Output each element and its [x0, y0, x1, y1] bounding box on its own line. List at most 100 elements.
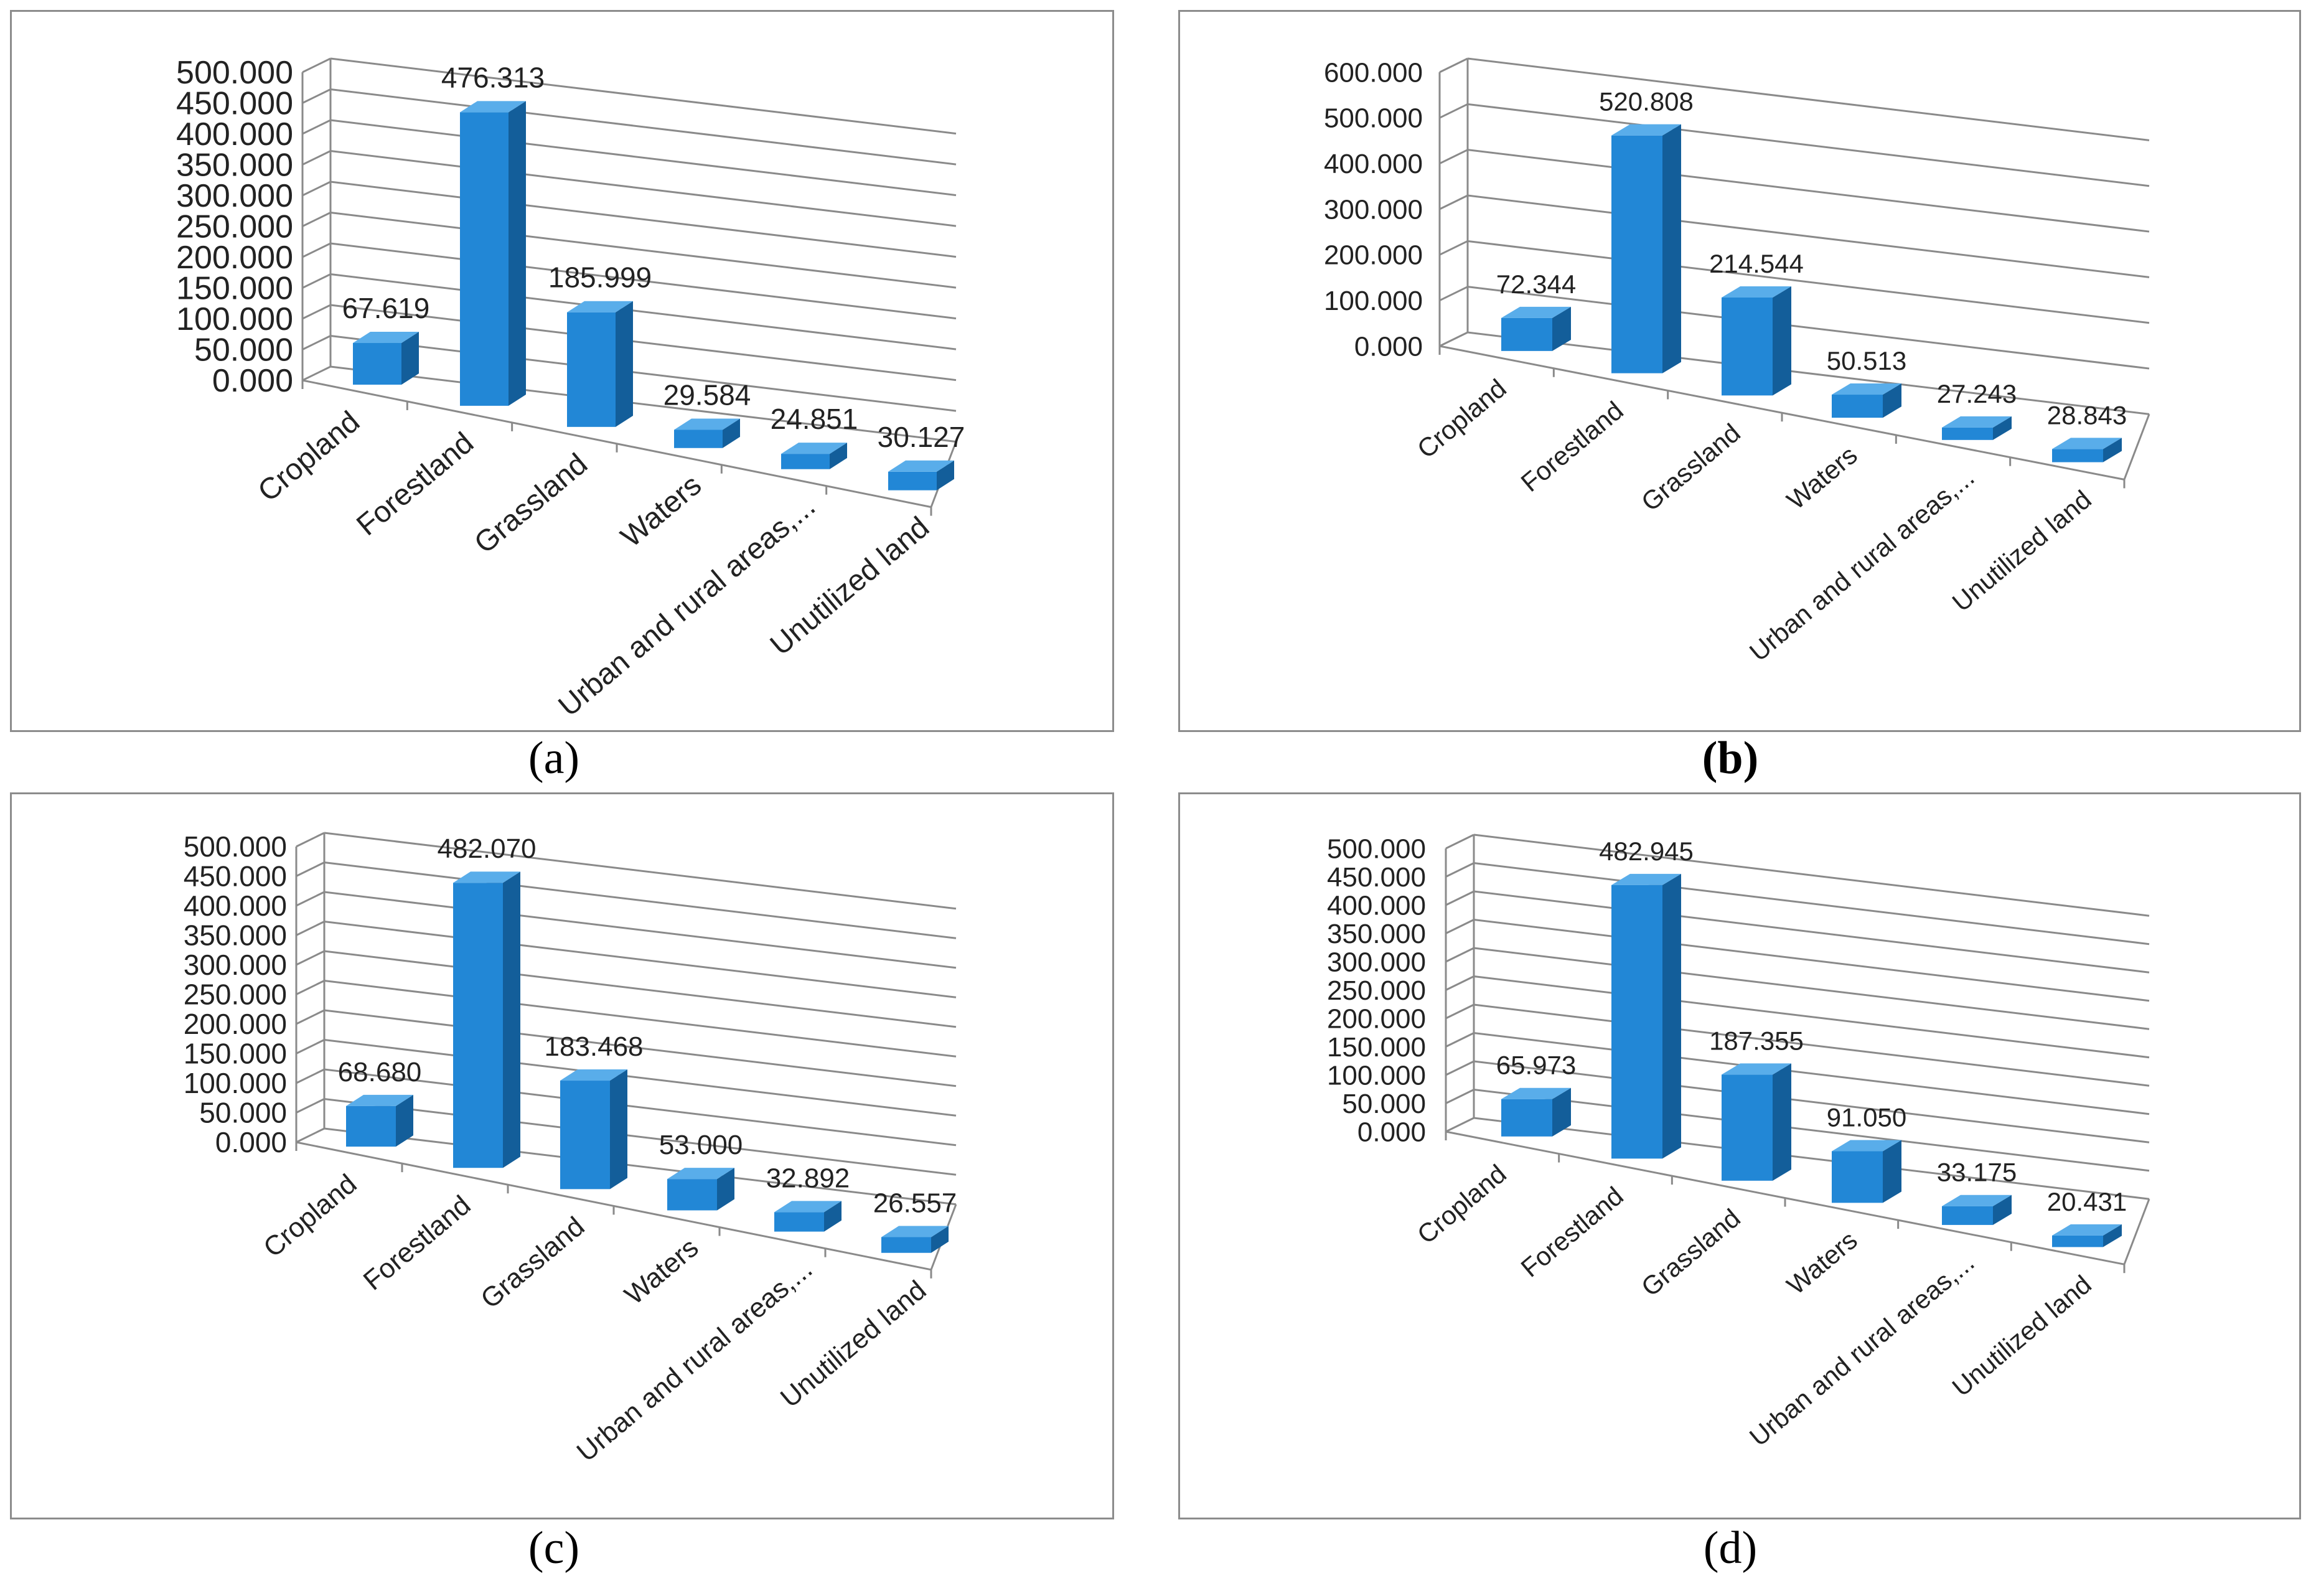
- y-tick-label: 450.000: [176, 86, 293, 122]
- gridline-side: [302, 181, 331, 197]
- category-label: Unutilized land: [1947, 1269, 2097, 1402]
- category-label: Waters: [1781, 1225, 1863, 1300]
- gridline-side: [296, 1098, 325, 1114]
- y-tick-label: 250.000: [184, 979, 287, 1011]
- bar-side: [1662, 873, 1681, 1159]
- category-label: Urban and rural areas,...: [1744, 1247, 1980, 1452]
- bar-front: [888, 471, 937, 491]
- gridline: [324, 1127, 957, 1206]
- bar-top: [781, 443, 847, 454]
- gridline-side: [1445, 890, 1474, 906]
- bar-grassland: [1722, 1063, 1791, 1181]
- gridline-side: [302, 88, 331, 104]
- bar-side: [931, 1226, 949, 1253]
- data-label: 67.619: [342, 292, 430, 324]
- gridline-side: [296, 1127, 325, 1143]
- category-label: Cropland: [1412, 373, 1512, 464]
- gridline-side: [1445, 1117, 1474, 1133]
- category-label: Grassland: [468, 448, 594, 560]
- y-tick-label: 0.000: [215, 1126, 287, 1158]
- data-label: 91.050: [1827, 1103, 1906, 1132]
- gridlines: [1439, 57, 2150, 415]
- bar-chart-b: 0.000 100.000 200.000 300.000 400.000 500.000…: [1324, 57, 2150, 667]
- gridline: [1467, 331, 2150, 415]
- gridline: [1473, 862, 2150, 946]
- y-tick-label: 100.000: [1327, 1060, 1426, 1091]
- bar-top: [667, 1168, 734, 1180]
- data-label: 26.557: [873, 1188, 957, 1219]
- gridline-side: [296, 921, 325, 936]
- gridline: [1473, 1003, 2150, 1087]
- bar-grassland: [1722, 286, 1791, 396]
- bar-forestland: [1611, 124, 1681, 373]
- category-label: Forestland: [350, 426, 480, 542]
- bar-top: [888, 460, 954, 472]
- bar-cropland: [1501, 1087, 1571, 1137]
- bars: [346, 871, 949, 1253]
- bar-top: [346, 1094, 413, 1106]
- gridline: [1467, 149, 2150, 233]
- category-label: Cropland: [258, 1168, 362, 1263]
- y-tick-label: 50.000: [199, 1097, 287, 1129]
- bar-top: [1832, 1140, 1901, 1152]
- bar-urban-and-rural-areas: [1942, 1195, 2012, 1225]
- bar-urban-and-rural-areas: [1942, 416, 2012, 440]
- bar-top: [881, 1226, 949, 1237]
- bar-front: [1722, 298, 1773, 396]
- bars: [1501, 873, 2122, 1247]
- data-label: 214.544: [1709, 249, 1804, 278]
- bar-top: [560, 1069, 627, 1081]
- bar-unutilized-land: [888, 460, 954, 491]
- gridline-side: [1439, 240, 1468, 256]
- data-label: 28.843: [2047, 400, 2127, 430]
- y-tick-label: 600.000: [1324, 57, 1423, 88]
- bar-side: [824, 1201, 841, 1232]
- chart-panel-c: 0.000 50.000 100.000 150.000 200.000 250.000 3…: [10, 792, 1114, 1519]
- bar-top: [1722, 286, 1791, 298]
- gridline-side: [296, 1009, 325, 1025]
- category-label: Forestland: [1516, 1181, 1629, 1283]
- gridline-side: [302, 57, 331, 73]
- bar-front: [674, 430, 723, 448]
- bar-side: [610, 1069, 627, 1190]
- y-tick-label: 300.000: [1324, 194, 1423, 225]
- data-label: 482.070: [437, 833, 536, 864]
- y-tick-label: 150.000: [184, 1038, 287, 1070]
- bar-side: [1993, 416, 2012, 440]
- y-tick-label: 300.000: [184, 949, 287, 981]
- bars: [1501, 124, 2122, 462]
- data-label: 27.243: [1937, 379, 2017, 408]
- bar-top: [453, 871, 520, 883]
- y-tick-label: 400.000: [1324, 149, 1423, 179]
- data-label: 476.313: [441, 61, 545, 93]
- y-tick-label: 400.000: [176, 116, 293, 153]
- gridline: [1467, 286, 2150, 370]
- bar-top: [1942, 416, 2012, 428]
- bar-top: [2052, 438, 2122, 449]
- gridline-side: [1439, 57, 1468, 73]
- bar-chart-c: 0.00050.000100.000150.000200.000250.0003…: [184, 830, 957, 1468]
- caption-c-text: (c): [528, 1523, 580, 1574]
- bar-waters: [1832, 383, 1901, 418]
- gridline-side: [1439, 331, 1468, 347]
- y-tick-label: 500.000: [176, 55, 293, 91]
- data-label: 29.584: [663, 378, 751, 411]
- bar-side: [616, 301, 633, 427]
- gridline: [324, 861, 957, 939]
- data-label: 53.000: [659, 1130, 743, 1160]
- gridline: [324, 950, 957, 1028]
- y-tick-label: 400.000: [1327, 890, 1426, 921]
- gridline: [1467, 57, 2150, 141]
- data-label: 20.431: [2047, 1187, 2127, 1216]
- category-label: Urban and rural areas,...: [1744, 462, 1980, 667]
- bar-front: [781, 454, 830, 469]
- bar-side: [509, 101, 526, 406]
- bar-front: [1832, 395, 1883, 418]
- bar-side: [396, 1094, 413, 1147]
- data-label: 185.999: [548, 261, 652, 294]
- data-label: 65.973: [1496, 1051, 1576, 1080]
- gridline: [1473, 975, 2150, 1059]
- gridline-side: [1445, 1032, 1474, 1048]
- bar-waters: [674, 418, 740, 448]
- y-tick-label: 200.000: [1324, 240, 1423, 271]
